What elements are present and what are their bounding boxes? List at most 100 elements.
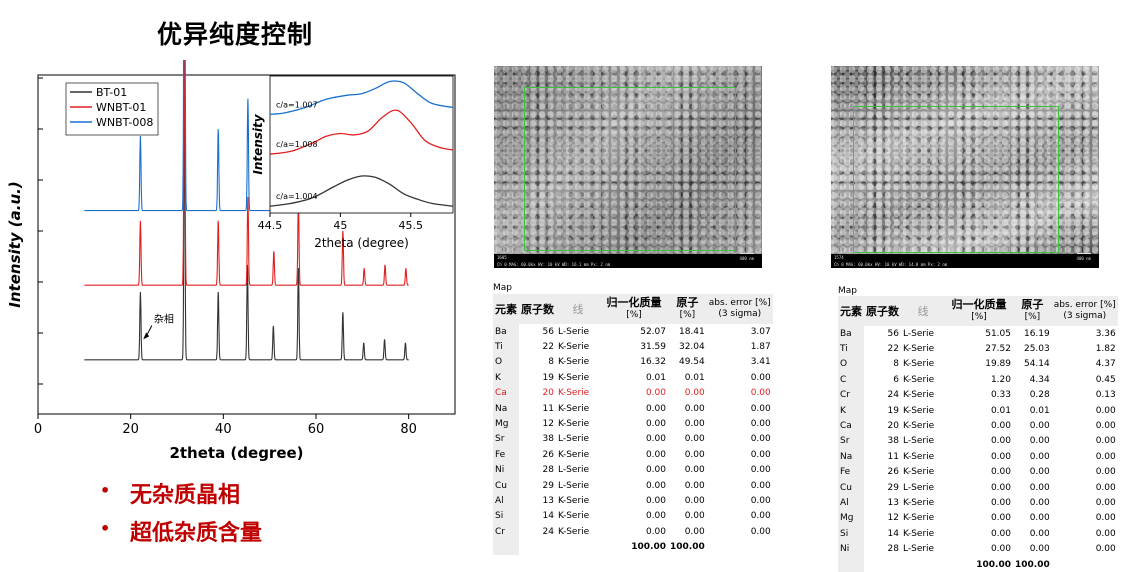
table-row: Ti 22 K-Serie 27.52 25.03 1.82 — [838, 341, 1118, 357]
cell-line: K-Serie — [558, 419, 590, 430]
cell-element: Cu — [838, 479, 864, 496]
cell-mass: 0.01 — [645, 372, 666, 383]
cell-line: K-Serie — [903, 359, 935, 370]
y-axis-label: Intensity (a.u.) — [6, 181, 24, 307]
cell-element: Cr — [838, 387, 864, 403]
table-row: Mg 12 K-Serie 0.00 0.00 0.00 — [838, 510, 1118, 527]
cell-empty — [556, 539, 600, 554]
cell-atomic-number: 56 — [542, 326, 554, 337]
cell-atom: 0.00 — [1029, 467, 1050, 478]
cell-atomic-number: 8 — [548, 357, 554, 368]
cell-error: 0.00 — [750, 495, 771, 506]
cell-mass: 0.00 — [990, 544, 1011, 555]
cell-element: Si — [838, 526, 864, 542]
cell-mass: 0.00 — [645, 495, 666, 506]
cell-mass: 1.20 — [990, 374, 1011, 385]
x-tick-label: 80 — [400, 422, 417, 437]
map-label-2: Map — [838, 286, 857, 296]
cell-mass: 0.00 — [645, 388, 666, 399]
cell-element: Mg — [838, 510, 864, 527]
cell-atomic-number: 6 — [893, 374, 899, 385]
cell-error: 0.00 — [1095, 513, 1116, 524]
cell-element: Na — [493, 400, 519, 417]
cell-mass: 0.00 — [645, 449, 666, 460]
cell-error: 0.00 — [750, 511, 771, 522]
cell-error: 0.00 — [1095, 436, 1116, 447]
cell-atomic-number: 28 — [542, 465, 554, 476]
inset-series-line-wnbt-01 — [269, 109, 454, 155]
cell-atom: 0.00 — [684, 495, 705, 506]
table-row: Na 11 K-Serie 0.00 0.00 0.00 — [838, 449, 1118, 465]
table-row: K 19 K-Serie 0.01 0.01 0.00 — [838, 402, 1118, 419]
eds-table: 元素 原子数线归一化质量 [%] 原子 [%] abs. error [%] (3 sigm… — [493, 294, 773, 555]
cell-atom: 16.19 — [1023, 328, 1050, 339]
cell-element: Mg — [493, 416, 519, 432]
cell-atom: 54.14 — [1023, 359, 1050, 370]
cell-mass: 0.00 — [990, 497, 1011, 508]
cell-element: Na — [838, 449, 864, 465]
cell-mass: 0.00 — [990, 482, 1011, 493]
legend-label: WNBT-008 — [96, 116, 153, 129]
cell-mass: 0.00 — [990, 436, 1011, 447]
table-row: Cu 29 L-Serie 0.00 0.00 0.00 — [838, 479, 1118, 496]
cell-atomic-number: 26 — [542, 449, 554, 460]
sem-id: 1574 — [834, 255, 844, 260]
cell-error: 0.00 — [750, 403, 771, 414]
sem-micrograph — [831, 66, 1099, 254]
cell-line: K-Serie — [558, 372, 590, 383]
cell-atom: 0.00 — [1029, 528, 1050, 539]
col-element: 元素 — [838, 296, 864, 326]
sem-micrograph — [494, 66, 762, 254]
table-row: Fe 26 K-Serie 0.00 0.00 0.00 — [838, 464, 1118, 480]
cell-error: 1.82 — [1095, 344, 1116, 355]
cell-element: Cr — [493, 524, 519, 540]
cell-line: L-Serie — [903, 436, 935, 447]
table-row: Ni 28 L-Serie 0.00 0.00 0.00 — [493, 462, 773, 478]
cell-element: Sr — [838, 433, 864, 450]
cell-element: Ca — [838, 418, 864, 434]
cell-atom: 0.00 — [684, 419, 705, 430]
sem-info-bar: 1605 Ch 0 MAG: 60.0kx HV: 10 kV WD: 16.1… — [494, 253, 762, 268]
col-element: 元素 — [493, 294, 519, 324]
cell-error: 0.00 — [750, 480, 771, 491]
cell-element: K — [838, 402, 864, 419]
cell-error: 3.07 — [750, 326, 771, 337]
sem-scale: 400 nm — [739, 253, 755, 261]
cell-line: L-Serie — [558, 480, 590, 491]
table-row: Si 14 K-Serie 0.00 0.00 0.00 — [838, 526, 1118, 542]
cell-mass: 52.07 — [640, 326, 666, 337]
cell-error: 0.00 — [1095, 405, 1116, 416]
x-tick-label: 40 — [215, 422, 232, 437]
cell-line: K-Serie — [558, 449, 590, 460]
inset-series-line-wnbt-008 — [269, 80, 454, 116]
cell-atom: 0.01 — [684, 372, 705, 383]
table-row: Cu 29 L-Serie 0.00 0.00 0.00 — [493, 477, 773, 494]
cell-line: K-Serie — [903, 497, 935, 508]
bullet-text: 超低杂质含量 — [130, 521, 263, 546]
table-total-row: 100.00 100.00 — [493, 539, 773, 555]
cell-element — [493, 539, 519, 555]
sem-image-1: 1605 Ch 0 MAG: 60.0kx HV: 10 kV WD: 16.1… — [494, 66, 762, 268]
eds-table-2: 元素 原子数线归一化质量 [%] 原子 [%] abs. error [%] (3 sigm… — [838, 296, 1118, 572]
cell-error: 0.00 — [1095, 467, 1116, 478]
cell-mass: 0.00 — [645, 403, 666, 414]
cell-element: Ni — [493, 462, 519, 478]
eds-table-1: 元素 原子数线归一化质量 [%] 原子 [%] abs. error [%] (3 sigm… — [493, 294, 773, 555]
cell-atom: 0.00 — [684, 403, 705, 414]
cell-atomic-number: 29 — [887, 482, 899, 493]
cell-empty — [519, 539, 556, 554]
inset-x-tick-label: 44.5 — [258, 219, 283, 232]
table-row: Si 14 K-Serie 0.00 0.00 0.00 — [493, 508, 773, 525]
cell-error: 0.00 — [1095, 497, 1116, 508]
cell-atom: 0.00 — [684, 434, 705, 445]
cell-error: 0.00 — [750, 419, 771, 430]
cell-element: C — [838, 372, 864, 388]
cell-error: 1.87 — [750, 342, 771, 353]
cell-atom: 0.28 — [1029, 390, 1050, 401]
cell-atomic-number: 29 — [542, 480, 554, 491]
table-header-row: 元素 原子数线归一化质量 [%] 原子 [%] abs. error [%] (3 sigm… — [838, 296, 1118, 326]
cell-atomic-number: 11 — [887, 451, 899, 462]
cell-atom: 0.00 — [1029, 451, 1050, 462]
col-atom: 原子 [%] — [668, 294, 707, 324]
col-error: abs. error [%] (3 sigma) — [1051, 296, 1118, 326]
